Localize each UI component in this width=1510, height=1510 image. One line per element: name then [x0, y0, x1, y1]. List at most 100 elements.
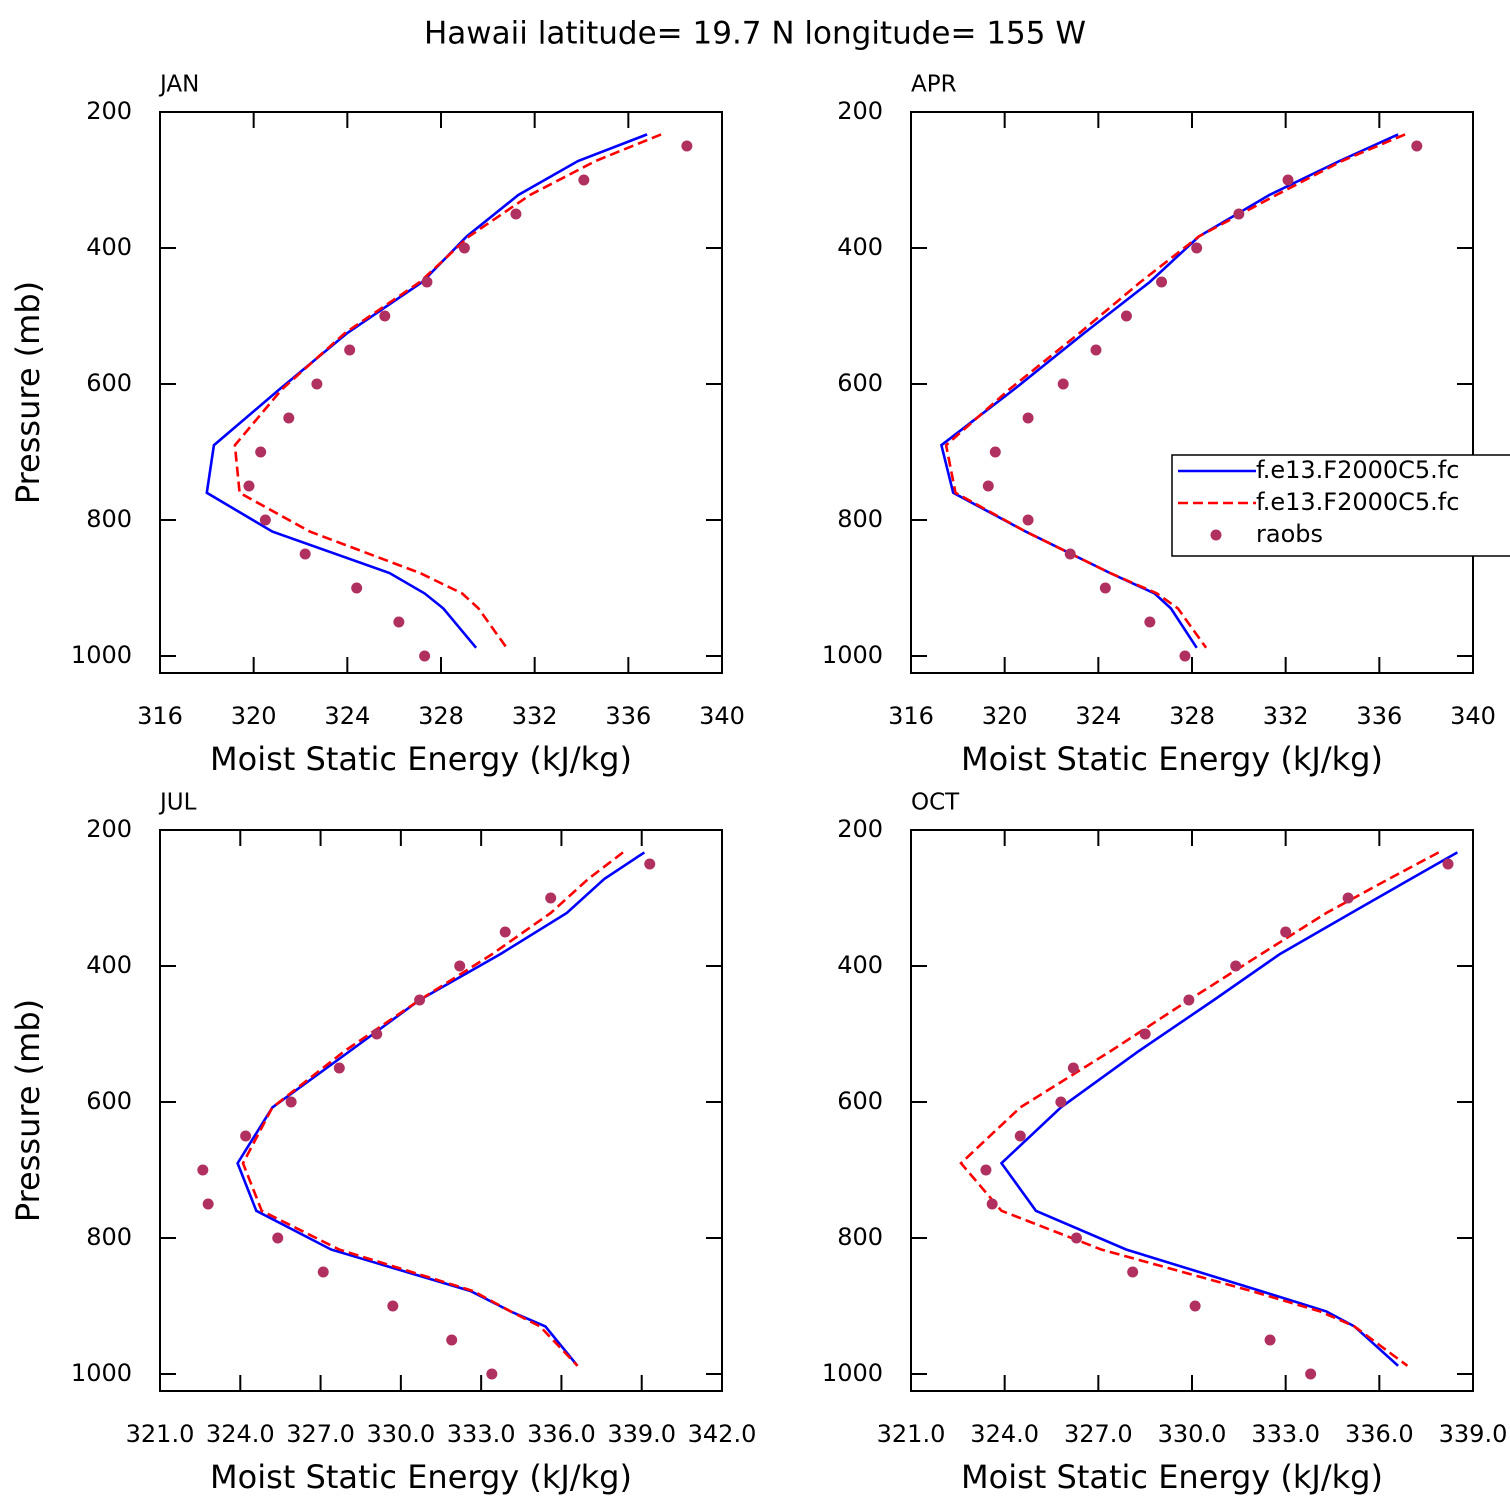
panel: JAN 200 400 600 800 1000 316 320 324 328 332 336 340…: [9, 72, 745, 779]
x-tick-label: 333.0: [1251, 1420, 1320, 1448]
panel: OCT 200 400 600 800 1000 321.0 324.0 327.0 330.0 3…: [822, 790, 1507, 1497]
raob-point: [351, 582, 363, 594]
legend-label: raobs: [1256, 520, 1323, 548]
x-tick-label: 321.0: [126, 1420, 195, 1448]
y-tick-label: 800: [837, 1223, 883, 1251]
raob-point: [1022, 514, 1034, 526]
raob-point: [255, 446, 267, 458]
panel: APR 200 400 600 800 1000 316 320 324 328 332 336 340…: [822, 72, 1510, 778]
raob-point: [299, 548, 311, 560]
raob-point: [986, 1198, 998, 1210]
legend-marker: [1210, 529, 1222, 541]
figure-title: Hawaii latitude= 19.7 N longitude= 155 W: [424, 16, 1086, 52]
raob-point: [1183, 994, 1195, 1006]
raob-point: [1191, 242, 1203, 254]
raob-point: [419, 650, 431, 662]
y-tick-label: 200: [837, 97, 883, 125]
raob-point: [1022, 412, 1034, 424]
raob-point: [446, 1334, 458, 1346]
x-tick-label: 330.0: [366, 1420, 435, 1448]
raob-point: [1120, 310, 1132, 322]
raob-point: [1057, 378, 1069, 390]
profile-line: [241, 851, 624, 1367]
x-tick-label: 316: [137, 702, 183, 730]
x-tick-label: 332: [512, 702, 558, 730]
y-tick-label: 200: [86, 97, 132, 125]
panel-title: JUL: [158, 790, 197, 816]
raob-point: [1067, 1062, 1079, 1074]
raob-point: [982, 480, 994, 492]
x-tick-label: 316: [888, 702, 934, 730]
raob-point: [414, 994, 426, 1006]
y-tick-label: 200: [86, 815, 132, 843]
x-axis-label: Moist Static Energy (kJ/kg): [961, 740, 1383, 778]
raob-point: [1305, 1368, 1317, 1380]
y-tick-label: 200: [837, 815, 883, 843]
y-tick-label: 600: [837, 369, 883, 397]
x-tick-label: 340: [699, 702, 745, 730]
profile-line: [944, 133, 1406, 649]
x-tick-label: 324: [1075, 702, 1121, 730]
y-tick-label: 400: [837, 951, 883, 979]
raob-point: [393, 616, 405, 628]
y-tick-label: 600: [837, 1087, 883, 1115]
raob-point: [333, 1062, 345, 1074]
raob-point: [197, 1164, 209, 1176]
profile-line: [959, 851, 1440, 1367]
raob-point: [1014, 1130, 1026, 1142]
y-tick-label: 1000: [71, 1359, 132, 1387]
x-axis-label: Moist Static Energy (kJ/kg): [210, 740, 632, 778]
x-tick-label: 333.0: [447, 1420, 516, 1448]
panel-title: OCT: [911, 790, 960, 816]
y-tick-label: 400: [837, 233, 883, 261]
x-tick-label: 336.0: [1345, 1420, 1414, 1448]
x-tick-label: 320: [982, 702, 1028, 730]
raob-point: [1342, 892, 1354, 904]
raob-point: [499, 926, 511, 938]
raob-point: [1189, 1300, 1201, 1312]
x-tick-label: 336: [1356, 702, 1402, 730]
x-tick-label: 336: [605, 702, 651, 730]
x-tick-label: 340: [1450, 702, 1496, 730]
y-tick-label: 600: [86, 369, 132, 397]
x-tick-label: 330.0: [1158, 1420, 1227, 1448]
y-tick-label: 1000: [822, 1359, 883, 1387]
plot-frame: [910, 829, 1474, 1392]
raob-point: [1090, 344, 1102, 356]
legend-label: f.e13.F2000C5.fc: [1256, 456, 1459, 484]
raob-point: [283, 412, 295, 424]
raob-point: [1282, 174, 1294, 186]
raob-point: [1139, 1028, 1151, 1040]
panel: JUL 200 400 600 800 1000 321.0 324.0 327.0 330.0 3…: [9, 790, 756, 1497]
y-tick-label: 1000: [71, 641, 132, 669]
raob-point: [344, 344, 356, 356]
raob-point: [989, 446, 1001, 458]
y-tick-label: 400: [86, 951, 132, 979]
raob-point: [243, 480, 255, 492]
raob-point: [1411, 140, 1423, 152]
raob-point: [1280, 926, 1292, 938]
panel-title: JAN: [158, 72, 199, 98]
y-axis-label: Pressure (mb): [9, 281, 47, 504]
x-tick-label: 327.0: [1064, 1420, 1133, 1448]
x-tick-label: 339.0: [607, 1420, 676, 1448]
raob-point: [458, 242, 470, 254]
plot-frame: [159, 829, 723, 1392]
raob-point: [1179, 650, 1191, 662]
raob-point: [486, 1368, 498, 1380]
x-tick-label: 336.0: [527, 1420, 596, 1448]
raob-point: [1233, 208, 1245, 220]
raob-point: [272, 1232, 284, 1244]
x-tick-label: 328: [1169, 702, 1215, 730]
raob-point: [578, 174, 590, 186]
raob-point: [421, 276, 433, 288]
y-tick-label: 1000: [822, 641, 883, 669]
y-tick-label: 800: [86, 1223, 132, 1251]
raob-point: [1442, 858, 1454, 870]
raob-point: [1264, 1334, 1276, 1346]
plot-frame: [159, 111, 723, 674]
raob-point: [202, 1198, 214, 1210]
y-tick-label: 800: [86, 505, 132, 533]
y-tick-label: 600: [86, 1087, 132, 1115]
